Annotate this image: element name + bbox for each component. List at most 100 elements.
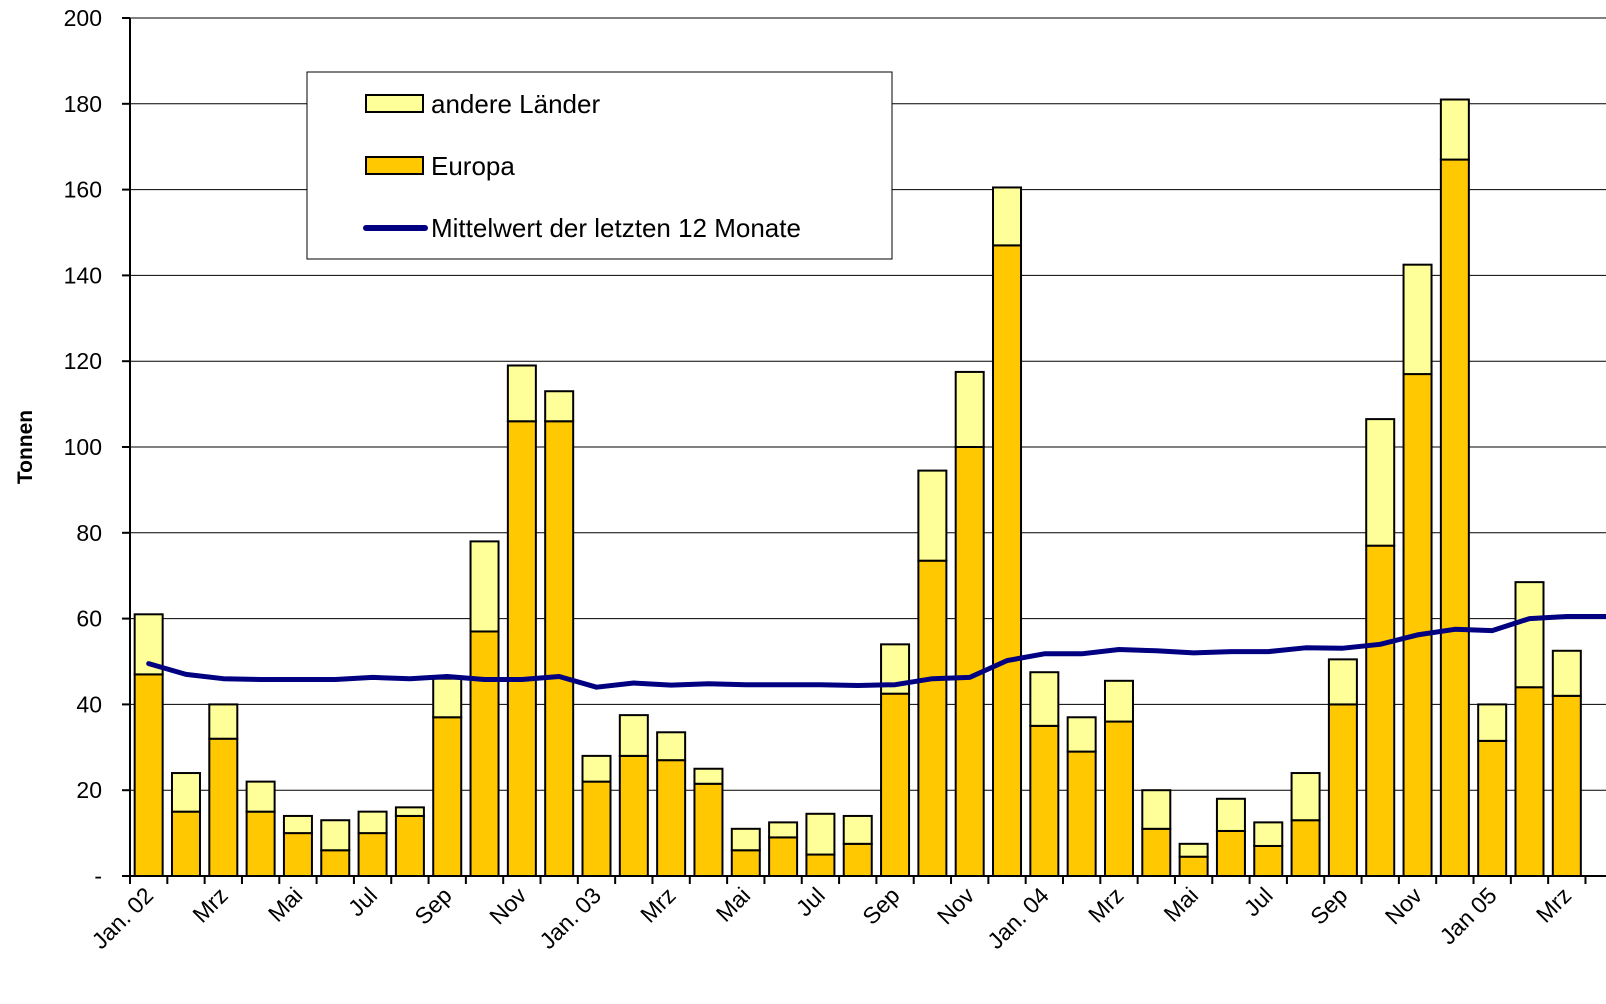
y-tick-label: 180 [64, 91, 102, 117]
bar-andere-laender [1029, 671, 1060, 727]
bar-europa [1215, 829, 1246, 878]
bar-europa [506, 420, 537, 877]
bar-andere-laender [1215, 797, 1246, 832]
bar-andere-laender [693, 767, 724, 785]
bar-europa [469, 630, 500, 877]
bar-europa [320, 849, 351, 878]
bar-europa [170, 810, 201, 878]
bar-europa [245, 810, 276, 878]
x-tick-label: Jul [1239, 882, 1278, 921]
bar-europa [768, 836, 799, 878]
bar-andere-laender [992, 186, 1023, 247]
legend: andere Länder Europa Mittelwert der letz… [306, 71, 893, 260]
bar-andere-laender [544, 390, 575, 423]
x-tick-label: Jan. 02 [86, 882, 158, 954]
y-tick-label: 80 [76, 520, 102, 546]
bar-andere-laender [618, 714, 649, 757]
bar-andere-laender [282, 814, 313, 835]
bar-europa [1477, 739, 1508, 877]
bar-andere-laender [357, 810, 388, 835]
bar-europa [1141, 827, 1172, 877]
bar-andere-laender [954, 370, 985, 448]
bar-europa [544, 420, 575, 877]
legend-swatch-europa [365, 156, 424, 175]
bar-andere-laender [170, 772, 201, 813]
bar-andere-laender [1066, 716, 1097, 753]
bar-europa [1103, 720, 1134, 877]
bar-andere-laender [1402, 263, 1433, 376]
bar-andere-laender [245, 780, 276, 813]
bar-andere-laender [1551, 649, 1582, 697]
bar-andere-laender [842, 814, 873, 845]
bar-andere-laender [469, 540, 500, 633]
y-tick-label: 20 [76, 777, 102, 803]
x-tick-label: Nov [484, 882, 532, 930]
legend-label-europa: Europa [431, 151, 515, 181]
x-tick-label: Jul [791, 882, 830, 921]
bar-europa [282, 832, 313, 877]
bar-andere-laender [506, 364, 537, 423]
bar-andere-laender [432, 677, 463, 719]
bar-europa [1290, 819, 1321, 877]
bar-europa [432, 716, 463, 878]
bar-andere-laender [1514, 581, 1545, 689]
legend-swatch-andere-laender [365, 94, 424, 113]
y-tick-label: 40 [76, 691, 102, 717]
bar-andere-laender [1290, 772, 1321, 822]
bar-europa [581, 780, 612, 877]
bar-andere-laender [208, 703, 239, 740]
bar-andere-laender [1103, 679, 1134, 723]
bar-europa [656, 759, 687, 877]
x-tick-label: Mai [711, 882, 756, 927]
line-mittelwert [146, 614, 1606, 690]
bar-europa [954, 446, 985, 877]
bar-andere-laender [1365, 418, 1396, 547]
x-tick-label: Jan. 03 [534, 882, 606, 954]
x-tick-label: Mrz [187, 882, 232, 927]
x-tick-label: Jan. 04 [982, 882, 1054, 954]
y-tick-label: 160 [64, 177, 102, 203]
bar-europa [618, 754, 649, 878]
bar-europa [357, 832, 388, 877]
axes [122, 17, 1606, 884]
x-tick-label: Jul [343, 882, 382, 921]
bar-andere-laender [1178, 842, 1209, 858]
average-line [146, 614, 1606, 690]
bar-europa [1551, 694, 1582, 877]
bar-europa [992, 244, 1023, 877]
legend-label-andere-laender: andere Länder [431, 89, 600, 119]
bar-andere-laender [1439, 98, 1470, 161]
y-tick-label: 60 [76, 606, 102, 632]
y-tick-label: 140 [64, 262, 102, 288]
y-tick-label: 120 [64, 348, 102, 374]
bar-europa [805, 853, 836, 877]
y-tick-label: - [94, 863, 102, 889]
bar-europa [1514, 686, 1545, 877]
x-tick-label: Nov [932, 882, 980, 930]
bar-andere-laender [1253, 821, 1284, 847]
bar-europa [693, 782, 724, 878]
bar-andere-laender [656, 731, 687, 762]
bar-europa [1178, 855, 1209, 878]
bar-europa [133, 673, 164, 877]
bar-europa [1439, 158, 1470, 877]
x-tick-label: Mrz [1531, 882, 1576, 927]
bar-europa [1253, 844, 1284, 877]
bar-andere-laender [917, 469, 948, 562]
x-tick-label: Nov [1380, 882, 1428, 930]
bar-andere-laender [394, 806, 425, 817]
bar-europa [1066, 750, 1097, 878]
bar-andere-laender [320, 819, 351, 852]
x-tick-label: Sep [409, 882, 456, 929]
bar-andere-laender [805, 812, 836, 856]
legend-label-mittelwert: Mittelwert der letzten 12 Monate [431, 213, 801, 243]
bar-europa [1327, 703, 1358, 878]
x-tick-label: Mrz [635, 882, 680, 927]
bar-andere-laender [581, 754, 612, 783]
bar-europa [842, 842, 873, 878]
y-tick-labels: - 20 40 60 80 100 120 140 160 180 200 [64, 5, 102, 889]
bar-andere-laender [768, 821, 799, 839]
bar-europa [1365, 544, 1396, 877]
y-axis-title: Tonnen [14, 410, 37, 484]
